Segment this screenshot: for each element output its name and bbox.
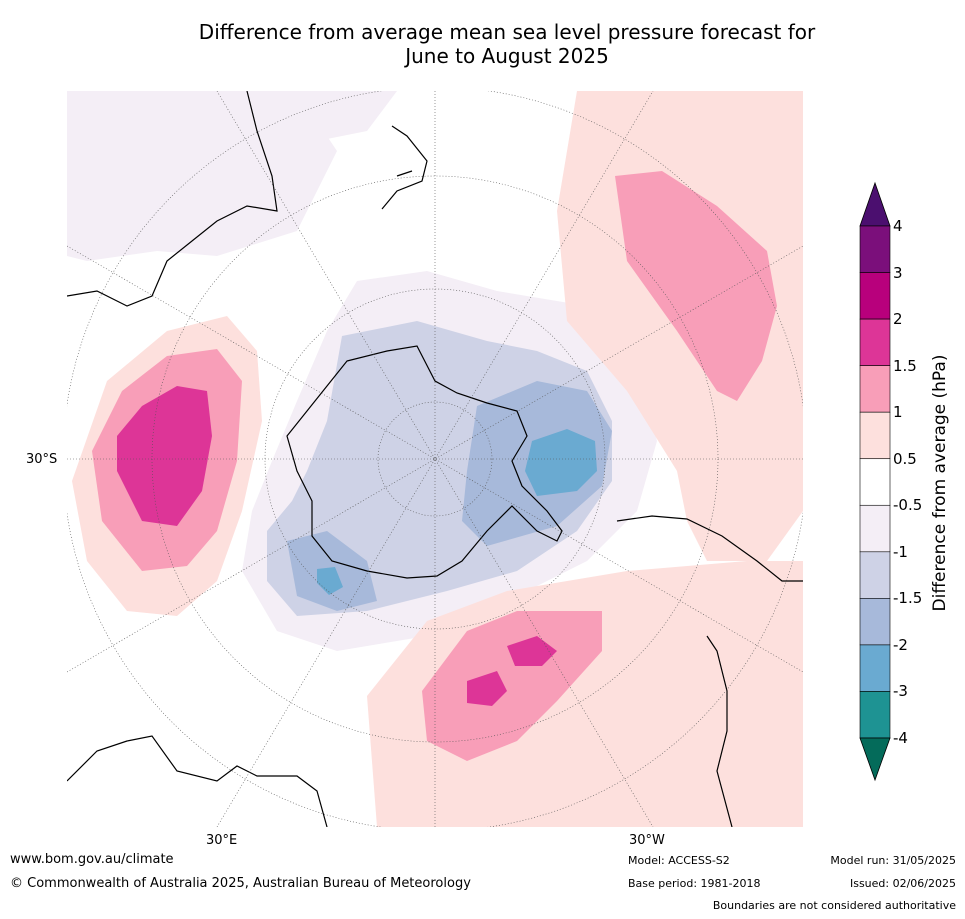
pressure-anomaly-map — [67, 91, 803, 827]
colorbar-segment — [859, 504, 891, 553]
colorbar-segments — [859, 225, 891, 739]
latitude-label-30s: 30°S — [26, 452, 58, 467]
chart-title: Difference from average mean sea level p… — [0, 20, 965, 68]
south-america-coastline — [616, 515, 803, 827]
colorbar-tick-label: -4 — [893, 729, 908, 747]
title-line-1: Difference from average mean sea level p… — [198, 20, 816, 44]
colorbar-tick-label: -2 — [893, 635, 908, 654]
colorbar-tick-label: 1.5 — [893, 356, 917, 375]
new-zealand-coastline — [381, 125, 428, 210]
colorbar-extend-bottom — [859, 737, 891, 782]
longitude-label-30e: 30°E — [206, 833, 238, 848]
colorbar-segment — [859, 365, 891, 413]
colorbar-segment — [859, 644, 891, 692]
colorbar-segment — [859, 551, 891, 599]
colorbar-segment — [859, 458, 891, 506]
colorbar — [859, 181, 891, 782]
anomaly-region-pos15-indian — [117, 386, 212, 526]
anomaly-region-neg2-west — [317, 567, 343, 595]
colorbar-tick-label: 3 — [893, 263, 903, 282]
title-line-2: June to August 2025 — [405, 44, 609, 68]
colorbar-segment — [859, 691, 891, 739]
colorbar-extend-top — [859, 181, 891, 227]
model-run-date: Model run: 31/05/2025 — [830, 854, 956, 867]
anomaly-region-neg05-australia — [67, 91, 337, 261]
colorbar-segment — [859, 272, 891, 320]
colorbar-segment — [859, 318, 891, 366]
australia-coastline — [67, 91, 278, 307]
boundary-disclaimer: Boundaries are not considered authoritat… — [712, 899, 956, 912]
colorbar-tick-label: 0.5 — [893, 449, 917, 468]
model-name: Model: ACCESS-S2 — [628, 854, 730, 867]
colorbar-tick-label: 2 — [893, 310, 903, 329]
longitude-label-30w: 30°W — [629, 833, 665, 848]
copyright-text: © Commonwealth of Australia 2025, Austra… — [10, 876, 471, 891]
anomaly-region-neg2-east — [525, 429, 597, 496]
colorbar-segment — [859, 225, 891, 273]
anomaly-region-pos1-atlantic — [422, 611, 602, 761]
colorbar-tick-label: -0.5 — [893, 496, 923, 515]
colorbar-tick-label: -1.5 — [893, 589, 923, 608]
base-period: Base period: 1981-2018 — [628, 877, 761, 890]
graticule — [67, 91, 803, 827]
colorbar-segment — [859, 598, 891, 646]
colorbar-tick-label: -3 — [893, 682, 908, 701]
colorbar-tick-label: -1 — [893, 542, 908, 561]
anomaly-region-neg05-nz — [277, 91, 397, 141]
colorbar-segment — [859, 411, 891, 460]
colorbar-tick-label: 1 — [893, 403, 903, 422]
colorbar-tick-label: 4 — [893, 217, 903, 235]
anomaly-region-pos1-pacific — [615, 171, 777, 401]
colorbar-label: Difference from average (hPa) — [930, 354, 950, 612]
website-link[interactable]: www.bom.gov.au/climate — [10, 852, 174, 867]
anomaly-region-pos15-atlantic-a — [467, 671, 507, 706]
issued-date: Issued: 02/06/2025 — [849, 877, 956, 890]
antarctica-coastline — [286, 345, 563, 579]
africa-coastline — [67, 735, 328, 827]
